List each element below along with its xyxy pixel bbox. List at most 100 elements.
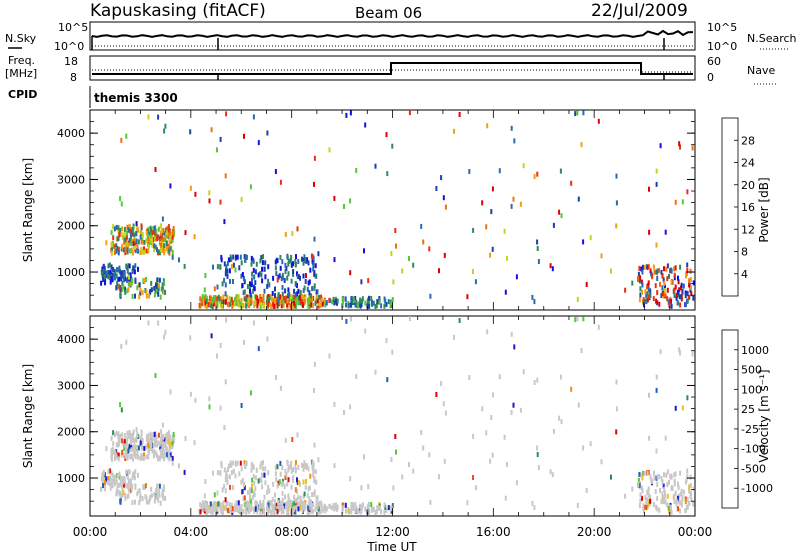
data-cell bbox=[313, 155, 316, 161]
data-cell bbox=[681, 494, 684, 500]
data-cell bbox=[147, 248, 150, 254]
data-cell bbox=[648, 229, 651, 235]
data-cell bbox=[261, 266, 263, 272]
data-cell bbox=[558, 209, 561, 215]
data-cell bbox=[295, 303, 297, 309]
data-cell bbox=[158, 492, 161, 498]
data-cell bbox=[287, 477, 290, 483]
data-cell bbox=[216, 296, 218, 302]
data-cell bbox=[122, 272, 125, 278]
data-cell bbox=[295, 460, 297, 466]
data-cell bbox=[663, 292, 666, 297]
data-cell bbox=[162, 289, 165, 295]
data-cell bbox=[165, 246, 168, 252]
data-cell bbox=[110, 435, 113, 441]
data-cell bbox=[145, 436, 148, 442]
data-cell bbox=[303, 460, 306, 466]
data-cell bbox=[290, 262, 293, 268]
data-cell bbox=[466, 500, 469, 506]
data-cell bbox=[307, 280, 310, 286]
data-cell bbox=[159, 247, 162, 253]
data-cell bbox=[364, 122, 367, 128]
data-cell bbox=[390, 506, 393, 512]
data-cell bbox=[328, 503, 331, 509]
data-cell bbox=[104, 472, 106, 478]
data-cell bbox=[260, 272, 263, 278]
data-cell bbox=[310, 503, 313, 509]
data-cell bbox=[135, 221, 138, 227]
data-cell bbox=[284, 262, 287, 268]
data-cell bbox=[285, 298, 287, 304]
data-cell bbox=[127, 263, 130, 269]
data-cell bbox=[276, 302, 279, 308]
data-cell bbox=[303, 491, 306, 497]
data-cell bbox=[117, 434, 120, 440]
data-cell bbox=[126, 455, 129, 461]
data-cell bbox=[279, 505, 282, 511]
data-cell bbox=[655, 298, 658, 304]
data-cell bbox=[167, 248, 170, 254]
data-cell bbox=[276, 277, 279, 283]
data-cell bbox=[237, 302, 240, 308]
data-cell bbox=[212, 264, 214, 270]
data-cell bbox=[130, 247, 133, 253]
data-cell bbox=[107, 274, 110, 279]
data-cell bbox=[193, 440, 196, 446]
data-cell bbox=[537, 465, 540, 470]
data-cell bbox=[118, 471, 121, 477]
data-cell bbox=[304, 256, 307, 262]
data-cell bbox=[647, 486, 650, 492]
data-cell bbox=[127, 281, 130, 287]
data-cell bbox=[302, 466, 305, 472]
data-cell bbox=[149, 288, 152, 294]
data-cell bbox=[162, 443, 165, 448]
data-cell bbox=[357, 508, 360, 514]
data-cell bbox=[670, 509, 673, 515]
data-cell bbox=[130, 438, 133, 443]
data-cell bbox=[274, 499, 276, 504]
data-cell bbox=[412, 262, 415, 268]
data-cell bbox=[320, 500, 323, 506]
data-cell bbox=[638, 265, 641, 271]
data-cell bbox=[641, 289, 643, 295]
data-cell bbox=[673, 493, 676, 499]
data-cell bbox=[656, 482, 659, 487]
data-cell bbox=[308, 496, 311, 502]
data-cell bbox=[552, 428, 555, 434]
data-cell bbox=[260, 255, 263, 261]
data-cell bbox=[659, 281, 661, 287]
data-cell bbox=[466, 294, 469, 300]
data-cell bbox=[122, 453, 125, 459]
data-cell bbox=[279, 254, 282, 260]
power-panel-frame bbox=[89, 109, 696, 311]
data-cell bbox=[287, 493, 290, 499]
data-cell bbox=[236, 296, 239, 302]
data-cell bbox=[221, 507, 224, 513]
data-cell bbox=[219, 507, 222, 513]
data-cell bbox=[284, 475, 287, 481]
data-cell bbox=[472, 433, 475, 439]
data-cell bbox=[139, 290, 142, 296]
data-cell bbox=[263, 494, 266, 500]
data-cell bbox=[678, 141, 681, 147]
data-cell bbox=[148, 499, 151, 505]
data-cell bbox=[216, 284, 219, 290]
data-cell bbox=[485, 430, 488, 436]
data-cell bbox=[112, 473, 115, 478]
data-cell bbox=[674, 265, 677, 271]
data-cell bbox=[264, 274, 267, 280]
data-cell bbox=[167, 243, 170, 249]
data-cell bbox=[692, 501, 695, 507]
colorbar-frame bbox=[721, 329, 739, 509]
data-cell bbox=[289, 303, 292, 309]
data-cell bbox=[663, 486, 666, 492]
data-cell bbox=[531, 500, 534, 506]
data-cell bbox=[288, 497, 291, 503]
data-cell bbox=[637, 271, 640, 277]
data-cell bbox=[117, 267, 119, 273]
data-cell bbox=[112, 235, 115, 241]
data-cell bbox=[254, 280, 257, 286]
data-cell bbox=[313, 271, 316, 277]
data-cell bbox=[128, 469, 131, 475]
data-cell bbox=[241, 283, 244, 288]
